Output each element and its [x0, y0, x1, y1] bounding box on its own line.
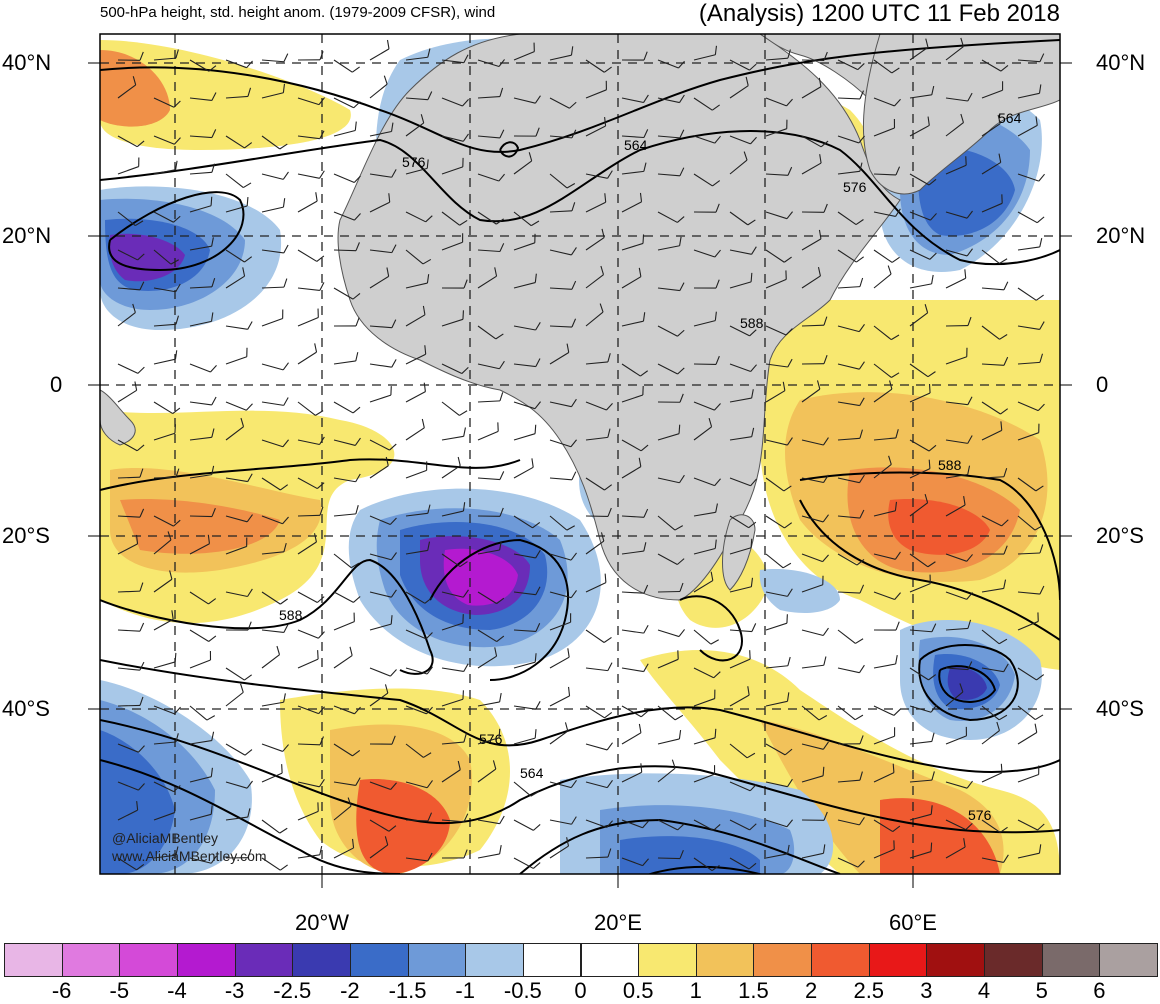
- colorbar-swatch: [119, 943, 178, 977]
- colorbar-label: -4: [167, 978, 187, 1004]
- colorbar-swatch: [62, 943, 121, 977]
- colorbar-label: -5: [110, 978, 130, 1004]
- colorbar-swatch: [984, 943, 1043, 977]
- credit-handle: @AliciaMBentley: [112, 830, 218, 846]
- lat-label-left: 20°S: [2, 523, 50, 549]
- lat-label-left: 40°S: [2, 696, 50, 722]
- wind-barb-flag: [823, 767, 824, 776]
- lat-label-left: 40°N: [2, 50, 51, 76]
- colorbar-swatch: [869, 943, 928, 977]
- wind-barb-flag: [931, 843, 932, 852]
- colorbar-label: 6: [1093, 978, 1105, 1004]
- wind-barb-shaft: [190, 516, 212, 517]
- colorbar-swatch: [1042, 943, 1101, 977]
- colorbar-label: 4: [978, 978, 990, 1004]
- colorbar-label: 2.5: [853, 978, 884, 1004]
- wind-barb-flag: [751, 539, 752, 548]
- colorbar-swatch: [292, 943, 351, 977]
- wind-barb-flag: [175, 653, 176, 662]
- colorbar-swatch: [753, 943, 812, 977]
- lat-label-left: 20°N: [2, 223, 51, 249]
- wind-barb-flag: [535, 425, 536, 434]
- colorbar-swatch: [638, 943, 697, 977]
- contour-label: 576: [402, 154, 426, 170]
- wind-barb-shaft: [298, 515, 320, 516]
- colorbar-label: 0: [574, 978, 586, 1004]
- colorbar-label: -2.5: [273, 978, 311, 1004]
- colorbar-label: 5: [1036, 978, 1048, 1004]
- wind-barb-shaft: [334, 250, 356, 251]
- lon-label: 60°E: [889, 910, 937, 936]
- colorbar-label: 2: [805, 978, 817, 1004]
- wind-barb-flag: [930, 384, 931, 393]
- colorbar-label: -1: [455, 978, 475, 1004]
- colorbar-label: 3: [920, 978, 932, 1004]
- colorbar-label: 0.5: [623, 978, 654, 1004]
- contour-label: 576: [843, 179, 867, 195]
- contour-label: 588: [740, 315, 764, 331]
- colorbar-swatch: [811, 943, 870, 977]
- wind-barb-shaft: [658, 591, 680, 592]
- wind-barb-shaft: [118, 705, 140, 706]
- colorbar-label: -3: [225, 978, 245, 1004]
- colorbar-label: -2: [340, 978, 360, 1004]
- contour-label: 588: [279, 607, 303, 623]
- colorbar-label: -6: [52, 978, 72, 1004]
- lat-label-right: 40°N: [1096, 50, 1145, 76]
- colorbar-swatch: [1099, 943, 1158, 977]
- colorbar-swatch: [696, 943, 755, 977]
- lat-label-right: 40°S: [1096, 696, 1144, 722]
- wind-barb-flag: [247, 197, 248, 206]
- weather-map: 576 564 576 588 588 588 576 564 576 564: [0, 0, 1160, 940]
- contour-label: 564: [998, 110, 1022, 126]
- lat-label-left: 0: [50, 372, 62, 398]
- lat-label-right: 0: [1096, 372, 1108, 398]
- lat-label-right: 20°N: [1096, 223, 1145, 249]
- colorbar-label: -1.5: [389, 978, 427, 1004]
- colorbar-swatch: [523, 943, 582, 977]
- colorbar-swatch: [926, 943, 985, 977]
- lon-label: 20°W: [295, 910, 349, 936]
- lon-label: 20°E: [594, 910, 642, 936]
- colorbar-swatch: [4, 943, 63, 977]
- contour-label: 588: [938, 457, 962, 473]
- wind-barb-flag: [499, 729, 500, 738]
- colorbar-label: 1: [690, 978, 702, 1004]
- contour-label: 576: [968, 807, 992, 823]
- wind-barb-flag: [211, 197, 212, 206]
- contour-label: 564: [520, 765, 544, 781]
- wind-barb-flag: [605, 574, 606, 583]
- colorbar-swatch: [177, 943, 236, 977]
- colorbar-label: 1.5: [738, 978, 769, 1004]
- contour-label: 564: [624, 137, 648, 153]
- colorbar-swatch: [465, 943, 524, 977]
- colorbar-swatch: [235, 943, 294, 977]
- credit-website: www.AliciaMBentley.com: [112, 848, 267, 864]
- wind-barb-flag: [751, 273, 752, 282]
- wind-barb-flag: [893, 764, 894, 773]
- wind-barb-flag: [715, 729, 716, 738]
- wind-barb-flag: [643, 234, 644, 243]
- wind-barb-flag: [679, 425, 680, 434]
- colorbar-swatch: [408, 943, 467, 977]
- colorbar-swatch: [350, 943, 409, 977]
- wind-barb-shaft: [658, 858, 680, 859]
- colorbar-label: -0.5: [504, 978, 542, 1004]
- lat-label-right: 20°S: [1096, 523, 1144, 549]
- wind-barb-flag: [1001, 764, 1002, 773]
- wind-barb-flag: [929, 460, 930, 469]
- colorbar-swatch: [581, 943, 640, 977]
